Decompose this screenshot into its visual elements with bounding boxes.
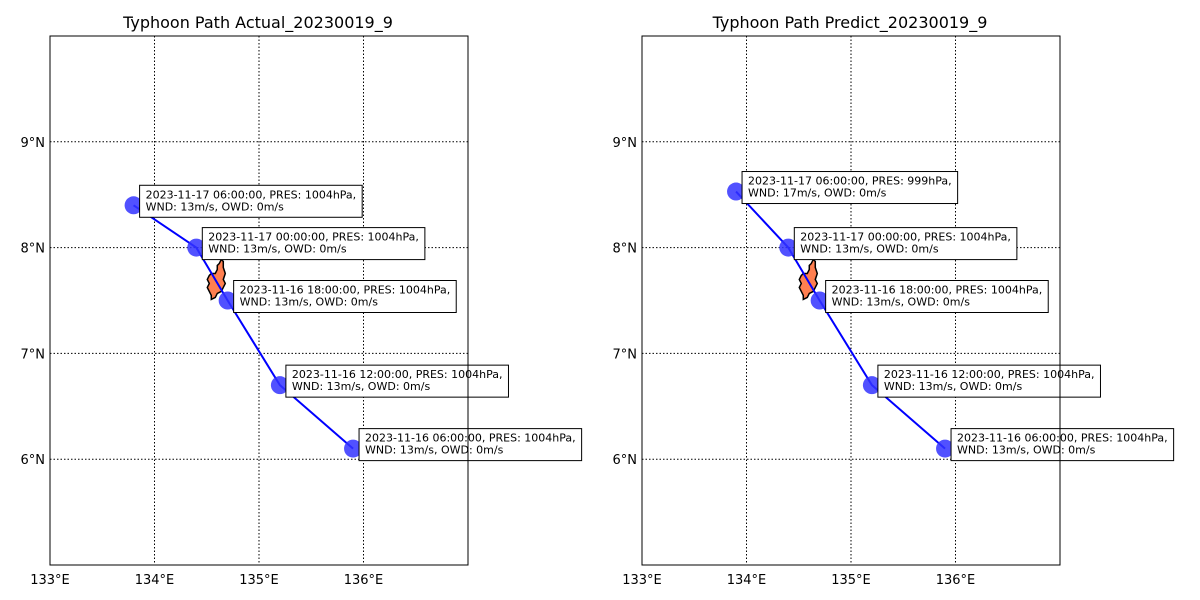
tick-labels: 133°E 134°E 135°E 136°E 6°N 7°N 8°N 9°N [21,136,384,588]
annotation-line-1: 2023-11-17 06:00:00, PRES: 999hPa, [748,175,952,188]
axes-border [49,35,469,566]
annotation-line-2: WND: 17m/s, OWD: 0m/s [748,187,887,200]
y-tick-label: 9°N [21,136,46,151]
track-points [727,182,955,458]
x-tick-label: 134°E [727,573,767,588]
annotation-line-1: 2023-11-16 18:00:00, PRES: 1004hPa, [240,284,451,297]
track-annotations: 2023-11-17 06:00:00, PRES: 999hPa,WND: 1… [741,171,1175,462]
annotation-box [741,171,959,205]
actual-path-panel: Typhoon Path Actual_20230019_9 2023-11-1… [21,13,583,588]
track-point [270,376,289,395]
annotation-box [877,364,1101,398]
track-points [124,196,363,458]
track-annotation: 2023-11-17 00:00:00, PRES: 1004hPa,WND: … [201,227,426,261]
track-point [124,196,143,215]
annotation-box [139,184,363,218]
x-tick-label: 135°E [831,573,871,588]
track-point [344,439,363,458]
annotation-line-1: 2023-11-16 06:00:00, PRES: 1004hPa, [957,432,1168,445]
track-annotation: 2023-11-16 06:00:00, PRES: 1004hPa,WND: … [950,428,1175,462]
annotation-line-2: WND: 13m/s, OWD: 0m/s [884,380,1023,393]
annotation-box [793,227,1018,261]
annotation-line-2: WND: 13m/s, OWD: 0m/s [365,444,504,457]
track-annotation: 2023-11-16 12:00:00, PRES: 1004hPa,WND: … [877,364,1101,398]
annotation-line-1: 2023-11-17 00:00:00, PRES: 1004hPa, [800,231,1011,244]
annotation-line-2: WND: 13m/s, OWD: 0m/s [832,296,971,309]
annotation-line-2: WND: 13m/s, OWD: 0m/s [240,296,379,309]
annotation-box [358,428,583,462]
chart-title: Typhoon Path Actual_20230019_9 [122,13,393,33]
track-point [779,238,798,257]
y-tick-label: 8°N [613,242,638,257]
y-tick-label: 8°N [21,242,46,257]
annotation-line-2: WND: 13m/s, OWD: 0m/s [957,444,1096,457]
annotation-line-1: 2023-11-17 06:00:00, PRES: 1004hPa, [146,188,357,201]
annotation-box [950,428,1175,462]
annotation-line-2: WND: 13m/s, OWD: 0m/s [292,380,431,393]
x-tick-label: 136°E [936,573,976,588]
track-annotations: 2023-11-17 06:00:00, PRES: 1004hPa,WND: … [139,184,583,462]
annotation-box [285,364,509,398]
y-tick-label: 7°N [21,347,46,362]
annotation-line-1: 2023-11-16 18:00:00, PRES: 1004hPa, [832,284,1043,297]
axes-frame [641,35,1061,566]
track-point [727,182,746,201]
track-annotation: 2023-11-17 06:00:00, PRES: 999hPa,WND: 1… [741,171,959,205]
x-tick-label: 134°E [135,573,175,588]
annotation-line-2: WND: 13m/s, OWD: 0m/s [146,200,285,213]
axes-frame [49,35,469,566]
annotation-line-1: 2023-11-16 06:00:00, PRES: 1004hPa, [365,432,576,445]
annotation-box [233,280,457,313]
annotation-line-2: WND: 13m/s, OWD: 0m/s [800,243,939,256]
annotation-line-2: WND: 13m/s, OWD: 0m/s [208,243,347,256]
track-point [862,376,881,395]
x-tick-label: 135°E [239,573,279,588]
gridlines [50,36,468,565]
track-annotation: 2023-11-16 06:00:00, PRES: 1004hPa,WND: … [358,428,583,462]
track-annotation: 2023-11-17 00:00:00, PRES: 1004hPa,WND: … [793,227,1018,261]
annotation-line-1: 2023-11-16 12:00:00, PRES: 1004hPa, [884,368,1095,381]
annotation-box [825,280,1049,313]
track-point [936,439,955,458]
x-tick-label: 133°E [622,573,662,588]
x-tick-label: 133°E [30,573,70,588]
annotation-box [201,227,426,261]
track-point [187,238,206,257]
y-tick-label: 6°N [21,453,46,468]
gridlines [642,36,1060,565]
y-tick-label: 7°N [613,347,638,362]
annotation-line-1: 2023-11-16 12:00:00, PRES: 1004hPa, [292,368,503,381]
track-annotation: 2023-11-16 18:00:00, PRES: 1004hPa,WND: … [233,280,457,313]
track-annotation: 2023-11-16 12:00:00, PRES: 1004hPa,WND: … [285,364,509,398]
tick-labels: 133°E 134°E 135°E 136°E 6°N 7°N 8°N 9°N [613,136,976,588]
y-tick-label: 6°N [613,453,638,468]
predict-path-panel: Typhoon Path Predict_20230019_9 2023-11-… [613,13,1175,588]
track-annotation: 2023-11-17 06:00:00, PRES: 1004hPa,WND: … [139,184,363,218]
annotation-line-1: 2023-11-17 00:00:00, PRES: 1004hPa, [208,231,419,244]
track-point [218,291,237,310]
track-annotation: 2023-11-16 18:00:00, PRES: 1004hPa,WND: … [825,280,1049,313]
x-tick-label: 136°E [344,573,384,588]
axes-border [641,35,1061,566]
chart-title: Typhoon Path Predict_20230019_9 [712,13,988,33]
track-point [810,291,829,310]
y-tick-label: 9°N [613,136,638,151]
